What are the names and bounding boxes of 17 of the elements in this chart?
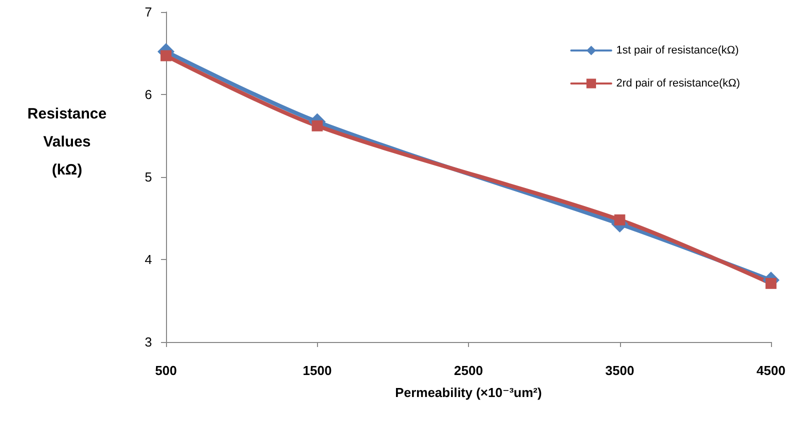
- x-axis-title: Permeability (×10⁻³um²): [395, 385, 542, 400]
- y-tick-label: 3: [144, 334, 152, 350]
- point: [614, 214, 626, 226]
- y-tick-label: 5: [144, 170, 152, 184]
- x-tick-label: 1500: [302, 363, 332, 378]
- y-tick-label: 4: [144, 252, 152, 267]
- point: [312, 120, 323, 132]
- x-tick-label: 500: [155, 363, 177, 378]
- y-tick-label: 7: [144, 4, 152, 20]
- legend-label: 2rd pair of resistance(kΩ): [616, 78, 740, 90]
- x-tick-label: 4500: [756, 363, 786, 378]
- y-tick-label: 6: [144, 87, 152, 102]
- point: [160, 50, 172, 62]
- x-tick-label: 3500: [605, 363, 634, 378]
- x-tick-label: 2500: [454, 363, 483, 378]
- y-axis-title: Resistance Values (kΩ): [27, 106, 107, 178]
- legend-label: 1st pair of resistance(kΩ): [616, 44, 739, 56]
